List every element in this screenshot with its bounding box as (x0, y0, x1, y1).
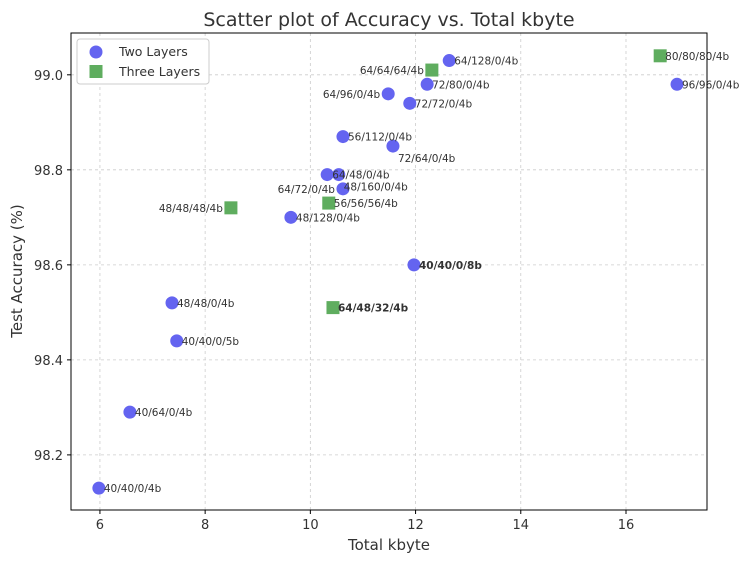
plot-frame (70, 32, 708, 511)
y-axis-label: Test Accuracy (%) (8, 204, 26, 339)
y-tick-label: 99.0 (34, 69, 63, 84)
legend: Two Layers Three Layers (76, 38, 210, 85)
point-label: 64/48/0/4b (332, 170, 390, 182)
point-label: 64/72/0/4b (278, 184, 336, 196)
point-two-layers (442, 54, 456, 68)
point-label: 64/48/32/4b (338, 303, 409, 315)
point-label: 64/96/0/4b (323, 89, 381, 101)
point-three-layers (326, 301, 340, 315)
x-axis-label: Total kbyte (347, 536, 430, 554)
x-tick-label: 6 (96, 518, 104, 533)
point-two-layers (336, 130, 350, 144)
point-two-layers (420, 77, 434, 91)
point-label: 72/80/0/4b (432, 79, 490, 91)
point-two-layers (670, 77, 684, 91)
point-label: 64/64/64/4b (360, 65, 424, 77)
x-tick-label: 14 (513, 518, 530, 533)
point-three-layers (224, 201, 238, 215)
point-label: 40/40/0/8b (419, 260, 482, 272)
point-two-layers (386, 139, 400, 153)
grid (71, 33, 707, 510)
point-three-layers (425, 63, 439, 77)
point-two-layers (92, 481, 106, 495)
point-two-layers (403, 96, 417, 110)
point-label: 40/40/0/4b (104, 483, 162, 495)
x-tick-label: 12 (407, 518, 424, 533)
point-label: 56/56/56/4b (334, 198, 398, 210)
axes (70, 32, 708, 511)
data-points (92, 49, 684, 495)
point-two-layers (284, 210, 298, 224)
point-label: 72/72/0/4b (415, 98, 473, 110)
ticks: 6 8 10 12 14 16 98.2 98.4 98.6 98.8 99.0 (34, 69, 634, 533)
point-two-layers (165, 296, 179, 310)
point-two-layers (123, 405, 137, 419)
point-label: 72/64/0/4b (398, 153, 456, 165)
point-three-layers (653, 49, 667, 63)
x-tick-label: 8 (201, 518, 209, 533)
point-label: 48/128/0/4b (296, 212, 360, 224)
point-label: 80/80/80/4b (665, 51, 729, 63)
point-labels: 64/128/0/4b 72/80/0/4b 64/96/0/4b 72/72/0/4… (104, 51, 740, 495)
x-tick-label: 16 (618, 518, 635, 533)
point-label: 48/160/0/4b (344, 182, 408, 194)
chart-title: Scatter plot of Accuracy vs. Total kbyte (203, 9, 574, 31)
point-label: 56/112/0/4b (348, 132, 412, 144)
point-label: 48/48/0/4b (177, 298, 235, 310)
point-label: 48/48/48/4b (159, 203, 223, 215)
legend-label-two-layers: Two Layers (118, 44, 188, 59)
point-two-layers (381, 87, 395, 101)
point-label: 96/96/0/4b (682, 79, 740, 91)
y-tick-label: 98.2 (34, 449, 63, 464)
legend-label-three-layers: Three Layers (118, 64, 200, 79)
point-two-layers (332, 168, 346, 182)
legend-box (76, 38, 210, 85)
x-tick-label: 10 (302, 518, 319, 533)
point-label: 64/128/0/4b (454, 56, 518, 68)
y-tick-label: 98.4 (34, 354, 63, 369)
legend-marker-two-layers (89, 45, 103, 59)
point-label: 40/64/0/4b (135, 407, 193, 419)
legend-marker-three-layers (89, 65, 103, 78)
point-label: 40/40/0/5b (182, 336, 240, 348)
point-three-layers (322, 196, 336, 210)
y-tick-label: 98.6 (34, 259, 63, 274)
point-two-layers (407, 258, 421, 272)
y-tick-label: 98.8 (34, 164, 63, 179)
point-two-layers (320, 168, 334, 182)
point-two-layers (170, 334, 184, 348)
point-two-layers (336, 182, 350, 196)
